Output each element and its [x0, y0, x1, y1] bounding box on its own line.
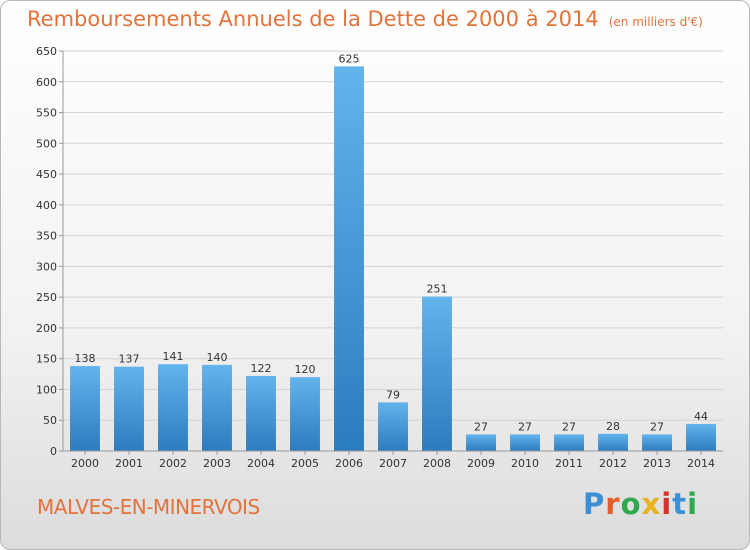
commune-name: MALVES-EN-MINERVOIS: [37, 495, 260, 519]
logo-letter: P: [583, 487, 606, 521]
logo-letter: i: [687, 487, 699, 521]
y-tick-label: 0: [50, 445, 57, 458]
bar-2007: [378, 402, 408, 451]
data-label-2006: 625: [339, 52, 360, 65]
bar-2009: [466, 434, 496, 451]
data-label-2004: 122: [251, 362, 272, 375]
data-label-2007: 79: [386, 388, 400, 401]
x-tick-label-2011: 2011: [555, 457, 583, 470]
chart-title-text: Remboursements Annuels de la Dette de 20…: [27, 7, 599, 31]
x-tick-label-2009: 2009: [467, 457, 495, 470]
data-label-2002: 141: [163, 350, 184, 363]
data-label-2011: 27: [562, 420, 576, 433]
x-axis-ticks: 2000 2001 2002 2003 2004 2005 2006 2007 2008 2009…: [71, 451, 715, 470]
x-tick-label-2013: 2013: [643, 457, 671, 470]
y-tick-label: 350: [36, 230, 57, 243]
bar-2002: [158, 364, 188, 451]
logo-letter: r: [605, 487, 621, 521]
chart-title: Remboursements Annuels de la Dette de 20…: [27, 7, 703, 31]
bar-2005: [290, 377, 320, 451]
data-label-2003: 140: [207, 351, 228, 364]
x-tick-label-2004: 2004: [247, 457, 275, 470]
x-tick-label-2007: 2007: [379, 457, 407, 470]
y-axis-ticks: 0 50 100 150 200 250 300 350 400 450 500 550 600 650: [36, 45, 63, 458]
y-tick-label: 50: [43, 414, 57, 427]
data-label-2014: 44: [694, 410, 708, 423]
data-label-2010: 27: [518, 420, 532, 433]
bar-2003: [202, 364, 232, 451]
data-label-2000: 138: [75, 352, 96, 365]
y-tick-label: 450: [36, 168, 57, 181]
y-tick-label: 200: [36, 322, 57, 335]
x-tick-label-2010: 2010: [511, 457, 539, 470]
bar-2006: [334, 66, 364, 451]
x-tick-label-2012: 2012: [599, 457, 627, 470]
bar-2004: [246, 375, 276, 451]
x-tick-label-2005: 2005: [291, 457, 319, 470]
logo-letter: o: [620, 487, 642, 521]
data-label-2008: 251: [427, 283, 448, 296]
bars: [70, 66, 716, 451]
data-label-2001: 137: [119, 353, 140, 366]
data-label-2005: 120: [295, 363, 316, 376]
y-tick-label: 300: [36, 260, 57, 273]
y-tick-label: 400: [36, 199, 57, 212]
bar-2008: [422, 296, 452, 451]
y-tick-label: 600: [36, 76, 57, 89]
bar-chart: 050100150200250300350400450500550600650 …: [36, 45, 723, 470]
bar-2012: [598, 433, 628, 451]
bar-2000: [70, 366, 100, 451]
data-label-2009: 27: [474, 420, 488, 433]
y-tick-label: 150: [36, 353, 57, 366]
x-tick-label-2006: 2006: [335, 457, 363, 470]
bar-2001: [114, 366, 144, 451]
y-tick-label: 100: [36, 383, 57, 396]
proxiti-logo: Proxiti: [583, 487, 698, 521]
x-tick-label-2001: 2001: [115, 457, 143, 470]
x-tick-label-2002: 2002: [159, 457, 187, 470]
data-label-2013: 27: [650, 420, 664, 433]
data-labels: 138 137 141 140 122 120 625 79 251 27 27 27 28 27 44: [75, 52, 709, 433]
bar-2013: [642, 434, 672, 451]
chart-subtitle: (en milliers d'€): [608, 15, 703, 29]
logo-letter: x: [641, 487, 662, 521]
bar-2010: [510, 434, 540, 451]
logo-letter: t: [672, 487, 688, 521]
x-tick-label-2003: 2003: [203, 457, 231, 470]
y-tick-label: 650: [36, 45, 57, 58]
y-tick-label: 250: [36, 291, 57, 304]
y-tick-label: 550: [36, 107, 57, 120]
x-tick-label-2000: 2000: [71, 457, 99, 470]
bar-2011: [554, 434, 584, 451]
data-label-2012: 28: [606, 420, 620, 433]
y-tick-label: 500: [36, 137, 57, 150]
bar-2014: [686, 423, 716, 451]
x-tick-label-2008: 2008: [423, 457, 451, 470]
x-tick-label-2014: 2014: [687, 457, 715, 470]
logo-letter: i: [661, 487, 673, 521]
